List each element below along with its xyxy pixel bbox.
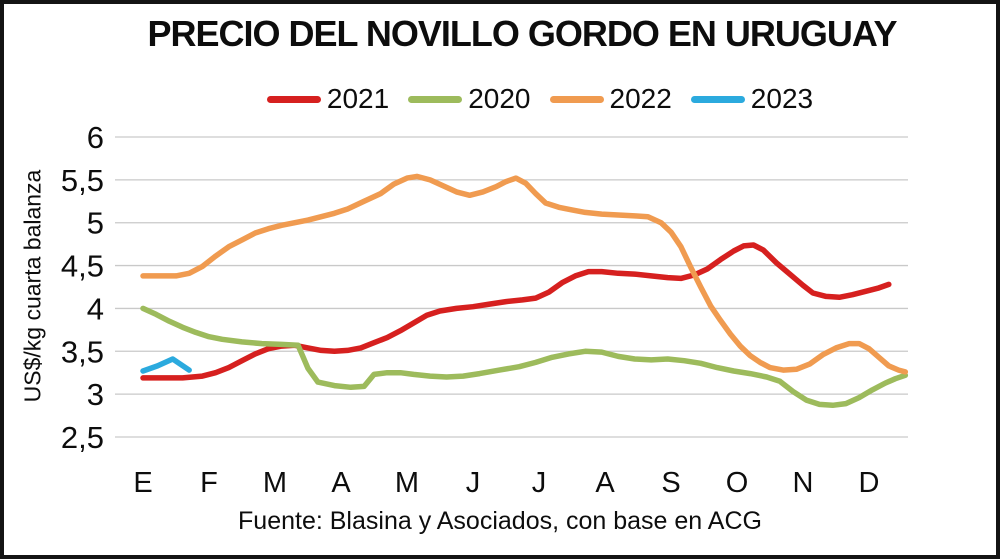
x-axis-tick-label: J <box>466 467 481 499</box>
legend-item-2023: 2023 <box>690 83 814 114</box>
x-axis-tick-label: A <box>331 467 351 499</box>
y-axis-tick-label: 3,5 <box>61 334 104 369</box>
x-axis-tick-label: D <box>859 467 880 499</box>
series-line-2020 <box>140 305 909 409</box>
y-axis-tick-label: 4 <box>87 291 104 326</box>
legend-swatch-2020 <box>408 95 463 103</box>
x-axis-tick-label: A <box>595 467 615 499</box>
legend-swatch-2023 <box>690 95 745 103</box>
x-axis-tick-label: S <box>661 467 680 499</box>
source-note: Fuente: Blasina y Asociados, con base en… <box>238 507 762 535</box>
legend-swatch-2022 <box>549 95 604 103</box>
x-axis-tick-label: M <box>395 467 419 499</box>
y-axis-tick-label: 3 <box>87 377 104 412</box>
series-line-2022 <box>140 173 909 375</box>
legend-item-2020: 2020 <box>408 83 531 114</box>
legend-label-2021: 2021 <box>326 83 390 114</box>
legend-item-2021: 2021 <box>266 83 390 114</box>
x-axis-tick-label: F <box>200 467 218 499</box>
y-axis-tick-label: 2,5 <box>61 420 104 455</box>
legend-label-2020: 2020 <box>468 83 531 114</box>
y-axis-tick-label: 5 <box>87 206 104 241</box>
legend-label-2022: 2022 <box>609 83 672 114</box>
chart-title: PRECIO DEL NOVILLO GORDO EN URUGUAY <box>147 13 897 54</box>
legend-swatch-2021 <box>266 95 321 103</box>
legend-item-2022: 2022 <box>549 83 672 114</box>
y-axis-tick-label: 4,5 <box>61 249 104 284</box>
x-axis-tick-label: M <box>263 467 287 499</box>
legend-label-2023: 2023 <box>750 83 814 114</box>
x-axis-tick-label: J <box>532 467 547 499</box>
x-axis-tick-label: N <box>793 467 814 499</box>
series-line-2023 <box>140 356 192 374</box>
x-axis-tick-label: O <box>726 467 749 499</box>
y-axis-tick-label: 6 <box>87 120 104 155</box>
y-axis-tick-label: 5,5 <box>61 163 104 198</box>
legend: 2021 2020 2022 2023 <box>90 85 990 113</box>
x-axis-tick-label: E <box>133 467 152 499</box>
